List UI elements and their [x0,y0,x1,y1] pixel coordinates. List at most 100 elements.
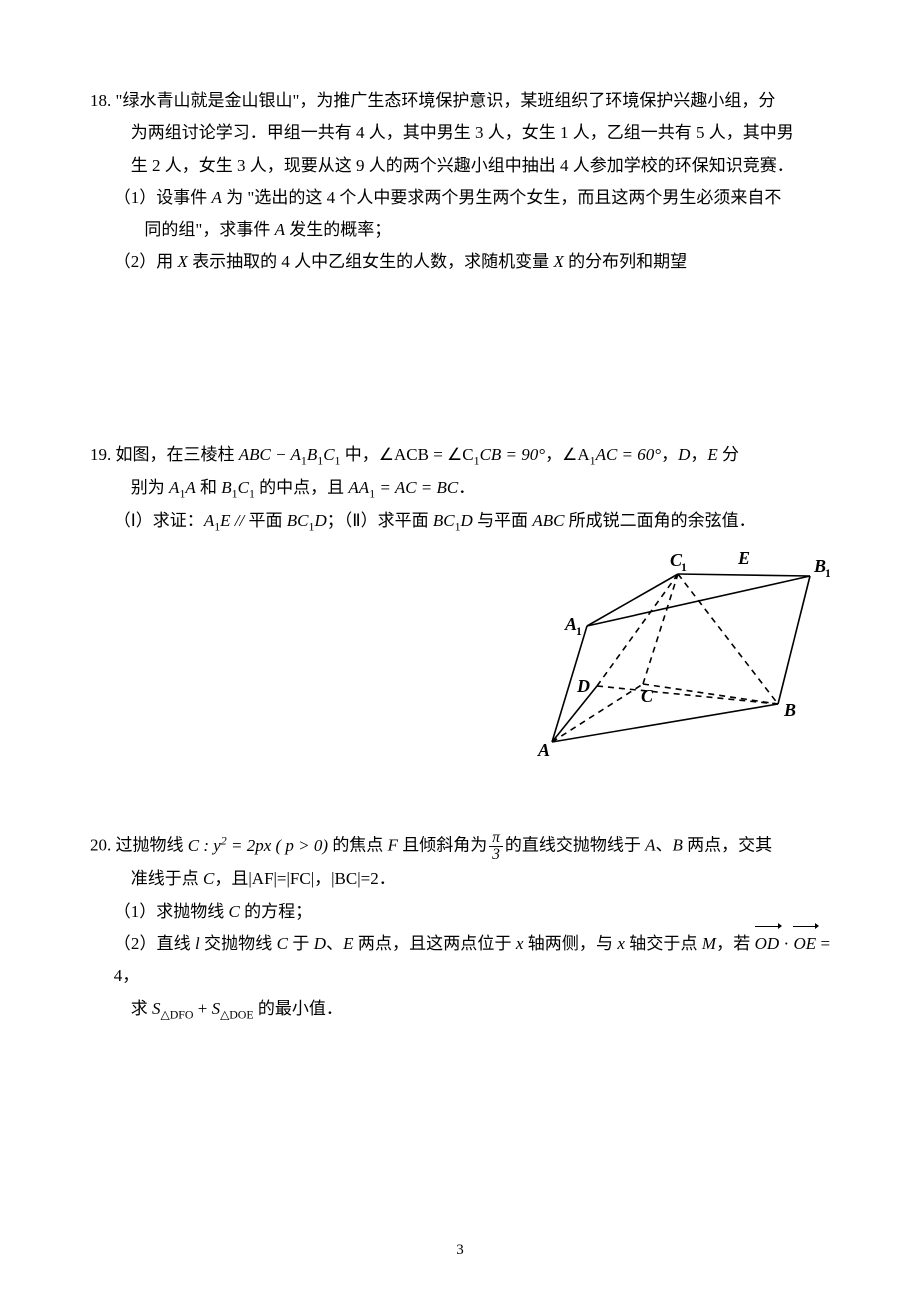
t: A [185,478,195,497]
dn: 、 [656,836,673,855]
t: ABC − A [239,445,301,464]
t: 轴交于点 [625,934,702,953]
fraction-pi-3: π3 [489,830,503,863]
p19-q: （Ⅰ）求证：A1E // 平面 BC1D；（Ⅱ）求平面 BC1D 与平面 ABC… [90,505,830,538]
t: 的最小值． [254,999,343,1018]
p19-line1: 19. 如图，在三棱柱 ABC − A1B1C1 中，∠ACB = ∠C1CB … [90,439,830,472]
t: 的直线交抛物线于 [505,836,645,855]
page-number: 3 [0,1236,920,1265]
m: BC1D [287,511,327,530]
p18-line3: 生 2 人，女生 3 人，现要从这 9 人的两个兴趣小组中抽出 4 人参加学校的… [90,150,830,182]
p18-l1: "绿水青山就是金山银山"，为推广生态环境保护意识，某班组织了环境保护兴趣小组，分 [116,91,776,110]
t: 过抛物线 [111,836,188,855]
t: 于 [288,934,314,953]
t: AC = 60° [596,445,662,464]
t: AA [348,478,369,497]
vec-OE: OE [793,934,816,953]
dn: 、 [326,934,343,953]
var-A: A [275,220,285,239]
t: OE [793,928,816,960]
var-C: C [277,934,288,953]
t: = 2px ( p > 0) [227,836,328,855]
t: ， [545,445,562,464]
p20-line1: 20. 过抛物线 C : y2 = 2px ( p > 0) 的焦点 F 且倾斜… [90,829,830,863]
svg-text:1: 1 [825,567,830,580]
t: 和 [196,478,222,497]
p20-number: 20. [90,836,111,855]
t: A [204,511,214,530]
t: ， [314,869,331,888]
m: ∠ACB = ∠C1CB = 90° [379,445,545,464]
dot: · [779,934,793,953]
var-X: X [553,252,563,271]
m: |BC|=2 [331,869,379,888]
t: B [221,478,231,497]
p18-line2: 为两组讨论学习．甲组一共有 4 人，其中男生 3 人，女生 1 人，乙组一共有 … [90,117,830,149]
t: 表示抽取的 4 人中乙组女生的人数，求随机变量 [188,252,554,271]
t: 两点，且这两点位于 [354,934,516,953]
var-F: F [388,836,398,855]
t: CB = 90° [480,445,546,464]
p18-q1-l2: 同的组"，求事件 A 发生的概率； [90,214,830,246]
t: ，且 [214,869,248,888]
t: 的焦点 [328,836,388,855]
m: ABC [532,511,564,530]
t: 平面 [249,511,287,530]
t: ，若 [716,934,755,953]
spacer [90,329,830,439]
t: 同的组"，求事件 [144,220,274,239]
svg-text:D: D [576,676,590,696]
t: （1）求抛物线 [114,902,229,921]
m: |AF|=|FC| [248,869,314,888]
var-E: E [343,934,353,953]
prism-diagram: ABCDA1B1C1E [510,544,830,758]
p19-line2: 别为 A1A 和 B1C1 的中点，且 AA1 = AC = BC． [90,472,830,505]
t: ． [379,869,396,888]
var-D: D [314,934,326,953]
t: （1）设事件 [114,188,212,207]
s: △DOE [220,1007,254,1021]
var-A: A [645,836,655,855]
p18-q1-l1: （1）设事件 A 为 "选出的这 4 个人中要求两个男生两个女生，而且这两个男生… [90,182,830,214]
p18-line1: 18. "绿水青山就是金山银山"，为推广生态环境保护意识，某班组织了环境保护兴趣… [90,85,830,117]
t: C [323,445,334,464]
t: 所成锐二面角的余弦值． [564,511,755,530]
t: ， [661,445,678,464]
m: ABC − A1B1C1 [239,445,341,464]
t: 的中点，且 [255,478,349,497]
m: A1E // [204,511,249,530]
svg-text:A: A [537,740,550,758]
t: 为 "选出的这 4 个人中要求两个男生两个女生，而且这两个男生必须来自不 [222,188,781,207]
t: 准线于点 [131,869,203,888]
t: 的方程； [240,902,312,921]
svg-text:1: 1 [681,561,687,574]
var-B: B [673,836,683,855]
t: 两点，交其 [683,836,772,855]
var-C: C [229,902,240,921]
t: ；（Ⅱ）求平面 [327,511,433,530]
t: （Ⅰ）求证： [114,511,204,530]
t: 轴两侧，与 [523,934,617,953]
p20-q3: 求 S△DFO + S△DOE 的最小值． [90,993,830,1026]
t: ∠A [562,445,590,464]
problem-18: 18. "绿水青山就是金山银山"，为推广生态环境保护意识，某班组织了环境保护兴趣… [90,85,830,279]
plus: + [193,999,211,1018]
problem-20: 20. 过抛物线 C : y2 = 2px ( p > 0) 的焦点 F 且倾斜… [90,829,830,1025]
s: △DFO [161,1007,194,1021]
p19-figure: ABCDA1B1C1E [510,544,830,769]
m: A1A [169,478,196,497]
t: 的分布列和期望 [564,252,687,271]
t: 如图，在三棱柱 [111,445,239,464]
var-E: E [707,445,717,464]
t: ∠ACB = ∠C [379,445,474,464]
t: ， [122,966,139,985]
p20-line2: 准线于点 C，且|AF|=|FC|，|BC|=2． [90,863,830,895]
t: （2）直线 [114,934,195,953]
m: C : y2 = 2px ( p > 0) [188,836,328,855]
t: OD [755,928,780,960]
t: ， [690,445,707,464]
t: C : y [188,836,221,855]
t: 交抛物线 [200,934,277,953]
t: 且倾斜角为 [398,836,487,855]
p18-q2: （2）用 X 表示抽取的 4 人中乙组女生的人数，求随机变量 X 的分布列和期望 [90,246,830,278]
